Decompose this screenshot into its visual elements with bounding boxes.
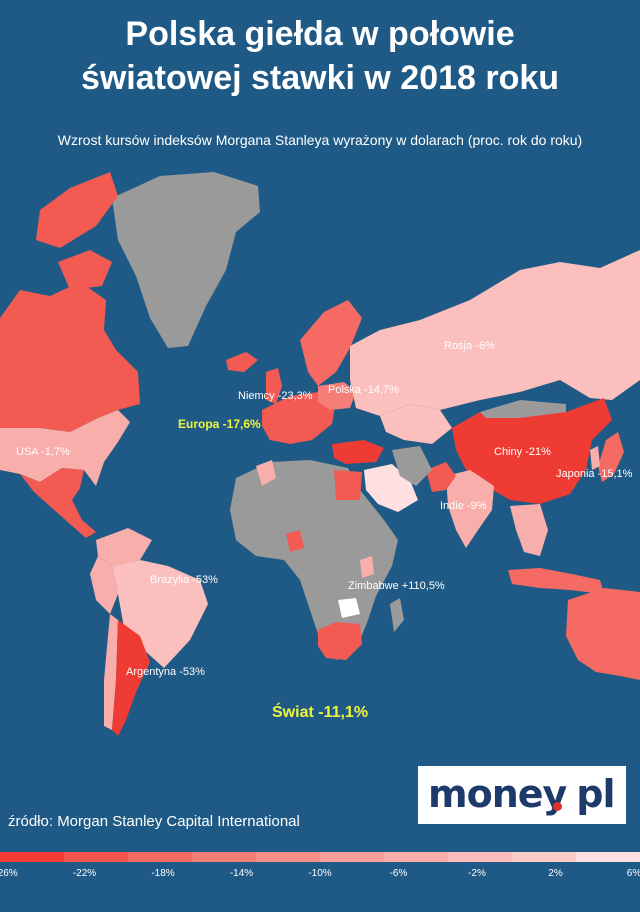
mexico [20,468,96,538]
label-argentyna: Argentyna -53% [126,666,205,678]
india [446,470,494,548]
kazakhstan [380,404,452,444]
south-africa [318,622,362,660]
legend-tick-label: -18% [151,868,175,879]
pakistan [426,462,456,492]
label-chiny: Chiny -21% [494,446,551,458]
turkey [332,440,384,464]
legend-tick-label: -6% [389,868,408,879]
legend-swatch [64,852,128,862]
legend-swatch [576,852,640,862]
uk [266,368,282,404]
label-rosja: Rosja -6% [444,340,495,352]
legend-swatch [192,852,256,862]
nigeria [286,530,304,552]
title-line-2: światowej stawki w 2018 roku [80,59,560,97]
legend-swatch [128,852,192,862]
legend-swatch [512,852,576,862]
peru [90,556,118,614]
logo-dot [553,802,562,811]
australia [566,588,640,680]
canada-arctic [36,172,118,248]
mongolia [480,400,566,418]
label-europa: Europa -17,6% [178,417,261,431]
poland [318,382,356,410]
legend-tick-label: 6% [626,868,640,879]
legend-tick-label: -22% [72,868,97,879]
russia [350,250,640,416]
label-polska: Polska -14,7% [328,384,399,396]
legend-tick-label: -2% [468,868,486,879]
korea [590,446,600,470]
legend-swatch [448,852,512,862]
map-subtitle: Wzrost kursów indeksów Morgana Stanleya … [57,132,583,148]
china [452,398,612,504]
colombia-venezuela [96,528,152,566]
legend-swatch [384,852,448,862]
money-pl-logo: money.pl [418,766,626,824]
se-asia [510,504,548,556]
label-indie: Indie -9% [440,500,487,512]
chile [104,614,118,730]
legend-tick-label: 2% [548,868,563,879]
argentina [112,620,150,736]
label-niemcy: Niemcy -23,3% [238,390,313,402]
usa [0,410,130,486]
logo-text: money.pl [428,772,615,816]
label-zimbabwe: Zimbabwe +110,5% [348,580,445,592]
canada-islands [58,250,112,290]
map-title: Polska giełda w połowie światowej stawki… [0,12,640,100]
greenland [112,172,260,348]
morocco [256,460,276,486]
japan [598,432,624,482]
title-line-1: Polska giełda w połowie [125,15,515,53]
legend-color-scale [0,852,640,862]
label-japonia: Japonia -15,1% [556,468,633,480]
legend-tick-label: -14% [229,868,254,879]
logo-main: money [428,772,564,816]
legend-tick-label: -10% [308,868,332,879]
legend-ticks: -26% -22% -18% -14% -10% -6% -2% 2% 6% [0,868,640,882]
egypt [334,470,362,500]
logo-suffix: pl [576,772,615,816]
zimbabwe [338,598,360,618]
madagascar [390,598,404,632]
iran [392,446,432,486]
source-note: źródło: Morgan Stanley Capital Internati… [8,813,300,830]
label-brazylia: Brazylia -53% [150,574,218,586]
canada [0,282,140,432]
legend-swatch [256,852,320,862]
kenya [360,556,374,578]
europe-west [262,392,336,444]
indonesia [508,568,604,594]
label-usa: USA -1,7% [16,446,70,458]
legend-swatch [0,852,64,862]
iceland [226,352,258,372]
legend-tick-label: -26% [0,868,18,879]
scandinavia [300,300,362,386]
legend-swatch [320,852,384,862]
label-swiat: Świat -11,1% [272,704,369,721]
